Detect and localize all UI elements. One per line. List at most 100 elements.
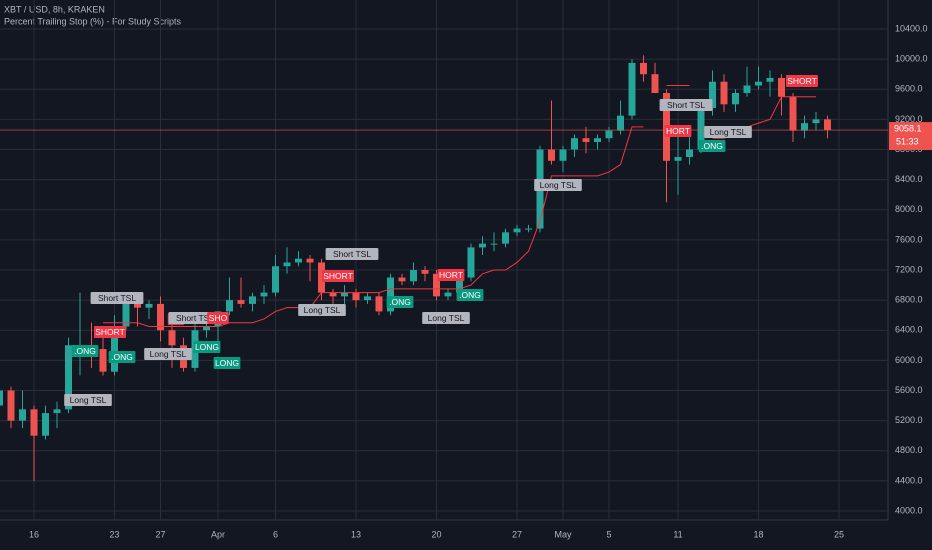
signal-label-box xyxy=(193,341,221,353)
candle-body xyxy=(456,277,463,293)
x-tick-label: Apr xyxy=(211,529,225,539)
candle-body xyxy=(157,303,164,331)
signal-label-box xyxy=(437,269,465,281)
signal-label-box xyxy=(144,348,192,360)
signal-label: LONG xyxy=(215,358,239,368)
candle-body xyxy=(398,277,406,282)
candle-body xyxy=(548,149,555,161)
candle-body xyxy=(53,409,61,414)
last-price-label: 9058.1 xyxy=(894,123,922,133)
candle-body xyxy=(99,349,107,372)
countdown-label: 51:33 xyxy=(896,136,919,146)
signal-label-box xyxy=(71,345,99,357)
x-tick-label: 23 xyxy=(109,529,119,539)
y-tick-label: 10400.0 xyxy=(895,23,928,33)
candle-body xyxy=(42,413,49,436)
signal-label-box xyxy=(322,270,354,282)
candle-body xyxy=(766,77,774,82)
signal-label-box xyxy=(704,126,752,138)
candle-body xyxy=(490,243,498,245)
y-tick-label: 6400.0 xyxy=(895,325,923,335)
candle-body xyxy=(306,258,314,263)
candle-body xyxy=(467,247,475,278)
signal-label: SHORT xyxy=(787,76,817,86)
study-title: Percent Trailing Stop (%) - For Study Sc… xyxy=(4,16,182,26)
y-tick-label: 4800.0 xyxy=(895,445,923,455)
signal-label: Long TSL xyxy=(70,395,107,405)
signal-label: Long TSL xyxy=(304,305,341,315)
signal-label-box xyxy=(94,326,126,338)
y-tick-label: 10000.0 xyxy=(895,54,928,64)
candle-body xyxy=(329,292,337,297)
candle-body xyxy=(709,81,716,109)
signal-label: Long TSL xyxy=(710,127,747,137)
candle-body xyxy=(410,270,417,282)
candle-body xyxy=(789,96,797,131)
signal-label-box xyxy=(456,289,484,301)
signal-label: Short TSL xyxy=(98,293,136,303)
candle-body xyxy=(421,270,429,274)
signal-label: .ONG xyxy=(389,297,411,307)
signal-label: Short TSL xyxy=(667,100,705,110)
candle-body xyxy=(19,409,26,421)
candle-body xyxy=(778,77,785,97)
candle-body xyxy=(720,81,728,105)
signal-label-box xyxy=(64,394,112,406)
candle-body xyxy=(352,292,360,301)
y-tick-label: 9200.0 xyxy=(895,114,923,124)
candle-body xyxy=(628,62,636,116)
x-tick-label: 11 xyxy=(673,529,682,539)
signal-label: .ONG xyxy=(701,141,723,151)
y-tick-label: 6800.0 xyxy=(895,295,923,305)
signal-label: Long TSL xyxy=(150,349,187,359)
candle-body xyxy=(0,390,3,406)
candle-body xyxy=(122,303,130,327)
signal-label-box xyxy=(386,296,414,308)
candle-body xyxy=(30,409,38,436)
candle-body xyxy=(559,149,567,161)
candle-body xyxy=(134,303,141,308)
candle-body xyxy=(237,300,245,304)
candle-body xyxy=(812,119,820,124)
candle-body xyxy=(65,345,72,410)
signal-label: LONG xyxy=(195,342,219,352)
candle-body xyxy=(605,130,613,139)
candle-body xyxy=(697,108,705,150)
candle-body xyxy=(203,326,210,331)
candle-body xyxy=(433,273,440,297)
candle-body xyxy=(525,228,532,230)
signal-label: .ONG xyxy=(459,290,481,300)
signal-label-box xyxy=(422,312,470,324)
signal-label-box xyxy=(90,292,144,304)
candle-body xyxy=(7,390,15,421)
candle-body xyxy=(272,266,279,293)
candle-body xyxy=(686,149,693,158)
signal-label-box xyxy=(786,75,818,87)
signal-label: Short TSL xyxy=(333,249,371,259)
signal-label: Short TSL xyxy=(176,313,214,323)
candle-body xyxy=(617,115,624,131)
x-tick-label: 16 xyxy=(29,529,39,539)
signal-label-box xyxy=(108,351,136,363)
signal-label-box xyxy=(207,312,229,324)
signal-label-box xyxy=(213,357,241,369)
candle-body xyxy=(375,296,383,312)
x-tick-label: 13 xyxy=(351,529,361,539)
signal-label: SHO xyxy=(209,313,228,323)
candle-body xyxy=(732,93,739,105)
y-tick-label: 7200.0 xyxy=(895,264,923,274)
candle-body xyxy=(674,157,682,161)
x-tick-label: 5 xyxy=(606,529,611,539)
x-tick-label: 6 xyxy=(273,529,278,539)
x-tick-label: 27 xyxy=(512,529,522,539)
y-tick-label: 6000.0 xyxy=(895,355,923,365)
candle-body xyxy=(318,262,325,293)
candle-body xyxy=(444,292,452,297)
candle-body xyxy=(111,326,118,372)
signal-label: SHORT xyxy=(323,271,353,281)
candle-body xyxy=(755,81,762,86)
x-tick-label: 18 xyxy=(753,529,763,539)
candle-body xyxy=(513,228,521,233)
